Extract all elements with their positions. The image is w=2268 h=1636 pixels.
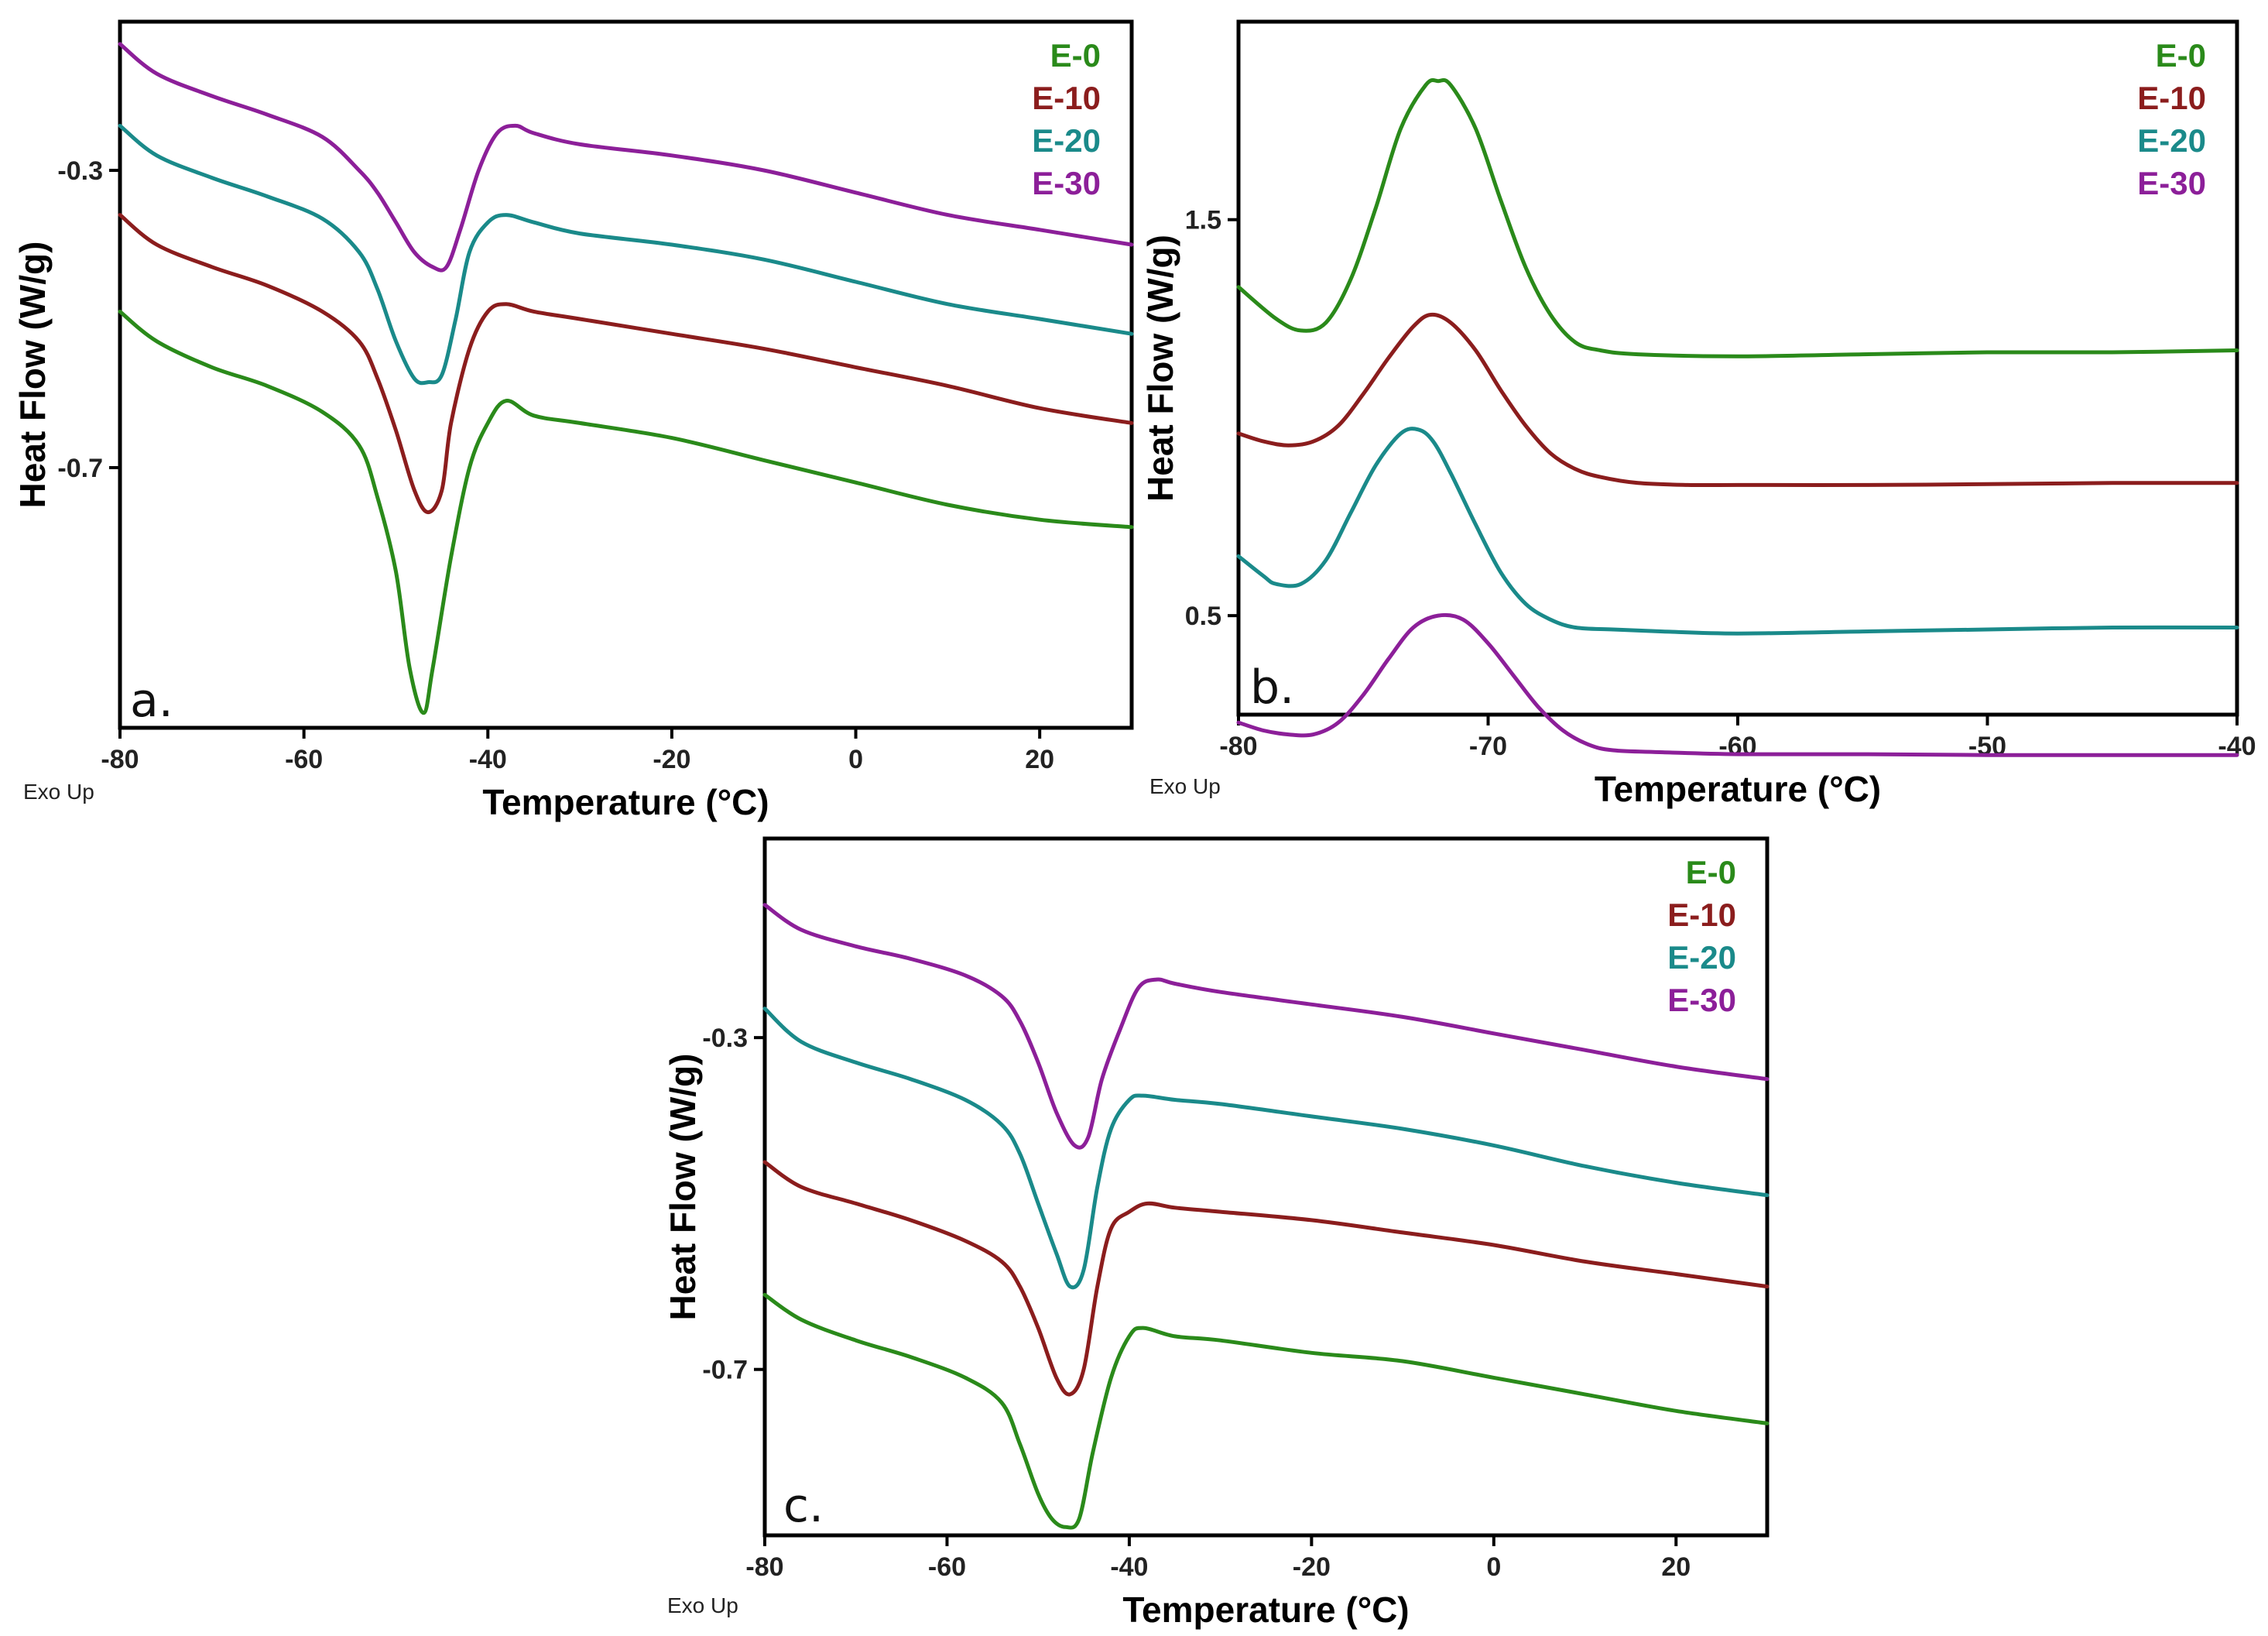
legend-entry-e-0: E-0 xyxy=(2156,37,2206,74)
plot-frame xyxy=(762,836,1770,1538)
x-tick-label: -20 xyxy=(653,745,690,774)
series-line-e-20 xyxy=(118,123,1134,386)
panel-label: b. xyxy=(1250,660,1294,715)
y-tick-label: 1.5 xyxy=(1185,206,1221,235)
panel-b: -80 -70 -60 -50 -401.50.5E-0E-10E-20E-30b.Te… xyxy=(1140,19,2256,809)
x-tick-label: -20 xyxy=(1293,1552,1331,1582)
x-tick-label: 20 xyxy=(1661,1552,1691,1582)
legend-entry-e-10: E-10 xyxy=(1667,897,1736,933)
x-tick-label: 20 xyxy=(1025,745,1054,774)
x-tick-label: -60 xyxy=(928,1552,966,1582)
legend-entry-e-20: E-20 xyxy=(1032,122,1101,159)
x-axis-title: Temperature (°C) xyxy=(1595,769,1881,809)
series-line-e-30 xyxy=(1236,612,2239,757)
x-axis-title: Temperature (°C) xyxy=(482,782,769,822)
y-tick-label: 0.5 xyxy=(1185,602,1221,631)
exo-up-note: Exo Up xyxy=(1149,774,1221,798)
series-line-e-10 xyxy=(1236,312,2239,488)
x-tick-label: -80 xyxy=(101,745,139,774)
plot-frame xyxy=(118,19,1134,730)
plot-frame xyxy=(1236,19,2239,717)
y-tick-label: -0.7 xyxy=(57,454,103,483)
series-line-e-10 xyxy=(118,213,1134,515)
legend-entry-e-30: E-30 xyxy=(1667,982,1736,1018)
series-line-e-30 xyxy=(118,42,1134,273)
x-tick-label: -70 xyxy=(1469,732,1507,761)
exo-up-note: Exo Up xyxy=(23,780,94,804)
series-line-e-20 xyxy=(762,1007,1770,1290)
panel-label: a. xyxy=(130,674,173,728)
x-tick-label: 0 xyxy=(848,745,863,774)
x-tick-label: -40 xyxy=(469,745,507,774)
series-line-e-0 xyxy=(762,1292,1770,1530)
series-line-e-30 xyxy=(762,903,1770,1150)
panel-label: c. xyxy=(783,1479,824,1533)
y-axis-title: Heat Flow (W/g) xyxy=(12,242,53,509)
y-tick-label: -0.7 xyxy=(702,1356,748,1385)
legend-entry-e-20: E-20 xyxy=(2137,122,2206,159)
x-tick-label: -40 xyxy=(1110,1552,1148,1582)
y-tick-label: -0.3 xyxy=(702,1024,748,1053)
legend-entry-e-0: E-0 xyxy=(1686,854,1736,890)
series-line-e-0 xyxy=(118,309,1134,715)
series-line-e-10 xyxy=(762,1160,1770,1397)
y-axis-title: Heat Flow (W/g) xyxy=(1140,235,1180,502)
legend-entry-e-30: E-30 xyxy=(1032,165,1101,201)
y-axis-title: Heat Flow (W/g) xyxy=(663,1054,703,1321)
legend-entry-e-10: E-10 xyxy=(2137,80,2206,116)
panel-c: -80 -60 -40 -20 0 20 -0.3 -0.7 E-0 E-10 E-20 E-30 c.… xyxy=(663,836,1770,1630)
exo-up-note: Exo Up xyxy=(667,1593,738,1617)
legend-entry-e-20: E-20 xyxy=(1667,939,1736,976)
series-line-e-0 xyxy=(1236,77,2239,358)
x-tick-label: -60 xyxy=(1718,732,1756,761)
y-tick-label: -0.3 xyxy=(57,156,103,186)
series-line-e-20 xyxy=(1236,427,2239,636)
x-axis-title: Temperature (°C) xyxy=(1122,1590,1409,1630)
legend-entry-e-10: E-10 xyxy=(1032,80,1101,116)
panel-a: -80 -60 -40 -20 0 20 -0.3 -0.7 E-0 E-10 E-20 E-30 a.… xyxy=(12,19,1134,822)
x-tick-label: -80 xyxy=(1219,732,1257,761)
x-tick-label: 0 xyxy=(1486,1552,1501,1582)
x-tick-label: -60 xyxy=(285,745,323,774)
legend-entry-e-0: E-0 xyxy=(1050,37,1101,74)
x-tick-label: -80 xyxy=(745,1552,783,1582)
legend-entry-e-30: E-30 xyxy=(2137,165,2206,201)
